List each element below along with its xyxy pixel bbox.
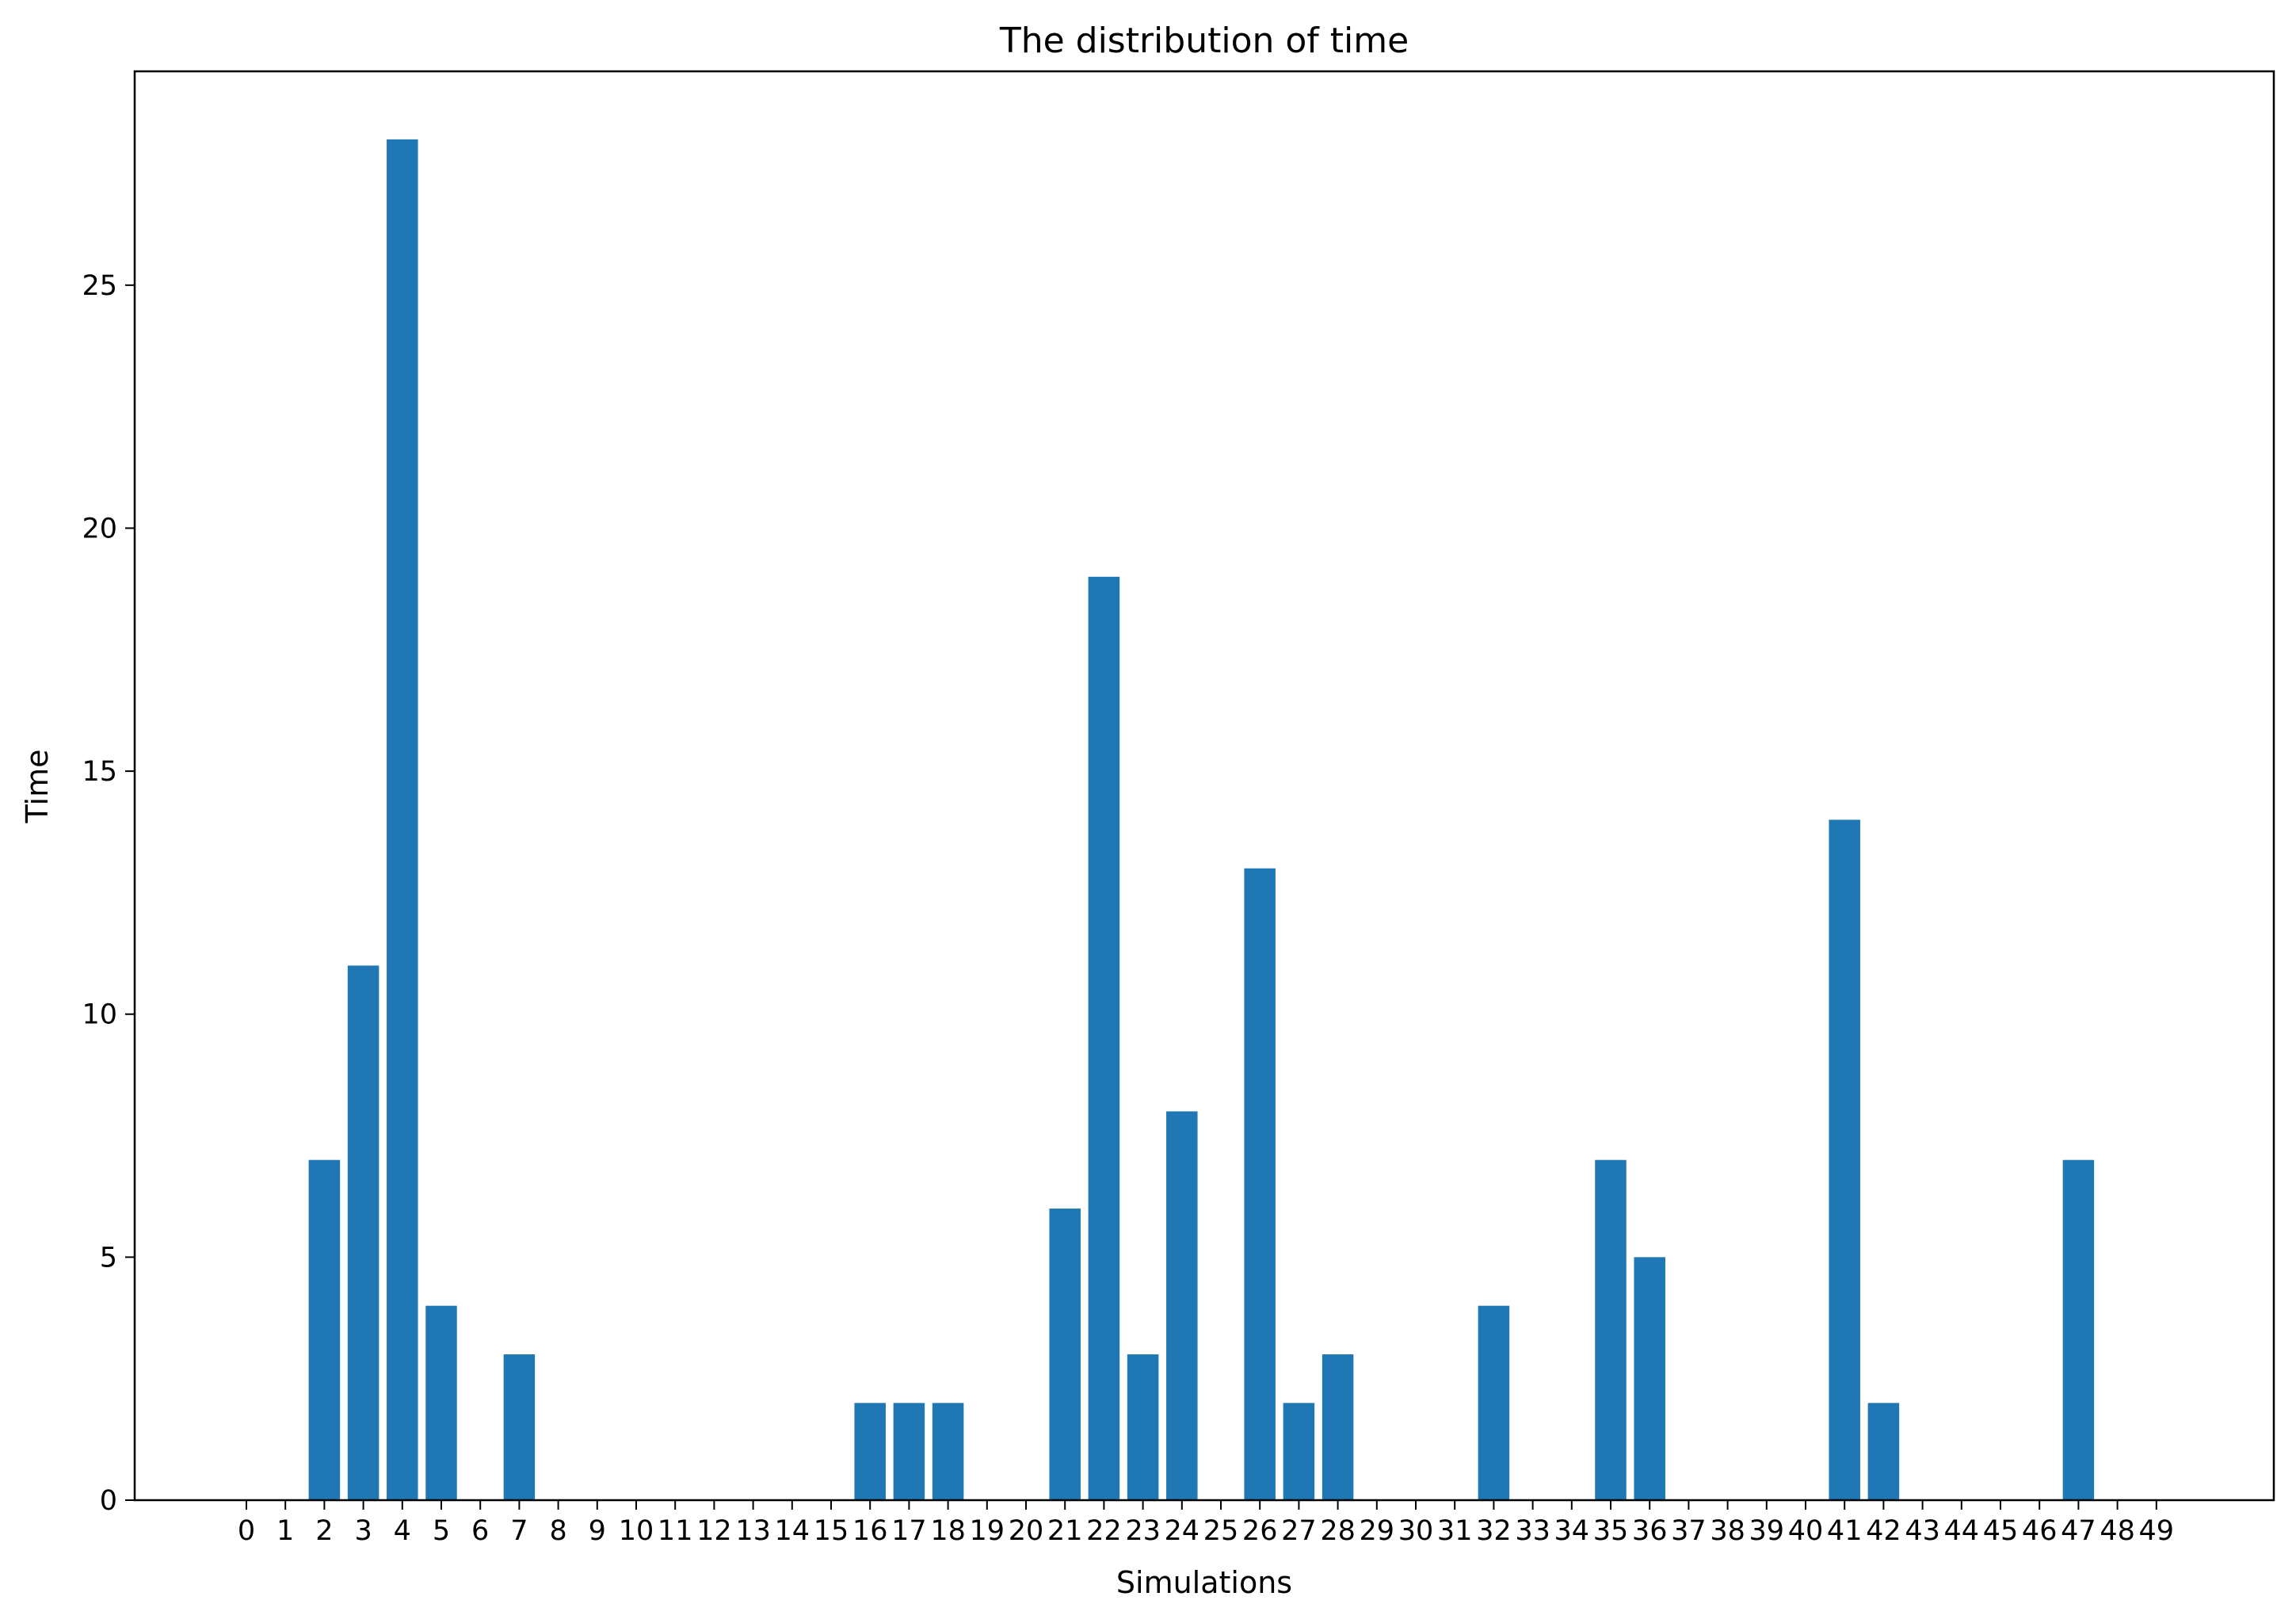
x-tick-label: 26 <box>1242 1515 1278 1547</box>
bar <box>425 1305 457 1500</box>
y-tick-label: 10 <box>82 999 117 1031</box>
bar <box>854 1403 886 1500</box>
x-tick-label: 47 <box>2061 1515 2096 1547</box>
x-tick-label: 7 <box>510 1515 528 1547</box>
x-tick-label: 3 <box>354 1515 372 1547</box>
x-tick-label: 6 <box>471 1515 489 1547</box>
x-tick-label: 31 <box>1437 1515 1473 1547</box>
bar <box>1867 1403 1900 1500</box>
x-tick-label: 41 <box>1827 1515 1863 1547</box>
x-tick-label: 16 <box>852 1515 888 1547</box>
x-tick-label: 11 <box>658 1515 693 1547</box>
bar <box>387 139 418 1501</box>
x-tick-label: 46 <box>2022 1515 2058 1547</box>
x-tick-label: 33 <box>1515 1515 1550 1547</box>
bar <box>347 965 379 1500</box>
x-tick-label: 44 <box>1944 1515 1980 1547</box>
bar <box>503 1354 536 1500</box>
x-tick-label: 43 <box>1905 1515 1940 1547</box>
x-tick-label: 28 <box>1320 1515 1356 1547</box>
x-tick-label: 36 <box>1632 1515 1668 1547</box>
y-axis-ticks: 0 5 10 15 20 25 <box>82 270 135 1517</box>
x-tick-label: 49 <box>2139 1515 2175 1547</box>
x-tick-label: 18 <box>930 1515 966 1547</box>
bar <box>1478 1305 1510 1500</box>
x-tick-label: 30 <box>1398 1515 1434 1547</box>
bar <box>893 1403 925 1500</box>
x-tick-label: 4 <box>394 1515 411 1547</box>
x-tick-label: 34 <box>1554 1515 1590 1547</box>
chart-title: The distribution of time <box>999 21 1409 61</box>
x-tick-label: 19 <box>970 1515 1005 1547</box>
y-axis-title: Time <box>20 750 55 824</box>
bar <box>932 1403 964 1500</box>
x-tick-label: 23 <box>1125 1515 1161 1547</box>
x-tick-label: 21 <box>1047 1515 1083 1547</box>
x-tick-label: 13 <box>735 1515 771 1547</box>
bar <box>1127 1354 1159 1500</box>
bar <box>1088 576 1120 1500</box>
bar <box>1595 1159 1627 1500</box>
x-tick-label: 40 <box>1788 1515 1824 1547</box>
x-tick-label: 27 <box>1281 1515 1317 1547</box>
y-tick-label: 25 <box>82 270 117 302</box>
bar <box>2062 1159 2095 1500</box>
x-tick-label: 48 <box>2100 1515 2135 1547</box>
y-tick-label: 5 <box>100 1242 117 1274</box>
x-tick-label: 32 <box>1476 1515 1512 1547</box>
x-tick-label: 29 <box>1360 1515 1395 1547</box>
y-tick-label: 15 <box>82 756 117 788</box>
x-tick-label: 24 <box>1165 1515 1200 1547</box>
x-tick-label: 38 <box>1710 1515 1745 1547</box>
bar <box>1634 1257 1665 1500</box>
x-tick-label: 5 <box>433 1515 450 1547</box>
bar <box>1244 868 1276 1500</box>
x-tick-label: 15 <box>814 1515 849 1547</box>
bar <box>308 1159 341 1500</box>
x-tick-label: 35 <box>1593 1515 1629 1547</box>
bar <box>1283 1403 1315 1500</box>
x-tick-label: 2 <box>315 1515 333 1547</box>
x-tick-label: 8 <box>549 1515 566 1547</box>
x-tick-label: 25 <box>1203 1515 1239 1547</box>
x-tick-label: 1 <box>277 1515 294 1547</box>
x-tick-label: 20 <box>1009 1515 1044 1547</box>
x-axis-title: Simulations <box>1116 1565 1292 1600</box>
x-axis-ticks: 0 1 2 3 4 5 6 7 8 9 10 11 12 13 14 15 16 17 18 19 20 21 22 23 24… <box>238 1500 2174 1547</box>
y-tick-label: 20 <box>82 513 117 544</box>
x-tick-label: 22 <box>1086 1515 1122 1547</box>
x-tick-label: 45 <box>1983 1515 2019 1547</box>
bar <box>1829 819 1860 1500</box>
x-tick-label: 37 <box>1671 1515 1707 1547</box>
y-tick-label: 0 <box>100 1485 117 1517</box>
x-tick-label: 12 <box>696 1515 732 1547</box>
bar <box>1166 1111 1198 1500</box>
x-tick-label: 9 <box>589 1515 606 1547</box>
x-tick-label: 42 <box>1866 1515 1901 1547</box>
x-tick-label: 39 <box>1749 1515 1785 1547</box>
plot-frame <box>133 70 2275 1502</box>
x-tick-label: 0 <box>238 1515 255 1547</box>
x-tick-label: 10 <box>619 1515 654 1547</box>
x-tick-label: 17 <box>891 1515 927 1547</box>
bar <box>1322 1354 1354 1500</box>
bars-group <box>308 139 2095 1501</box>
bar <box>1049 1209 1081 1500</box>
x-tick-label: 14 <box>775 1515 810 1547</box>
